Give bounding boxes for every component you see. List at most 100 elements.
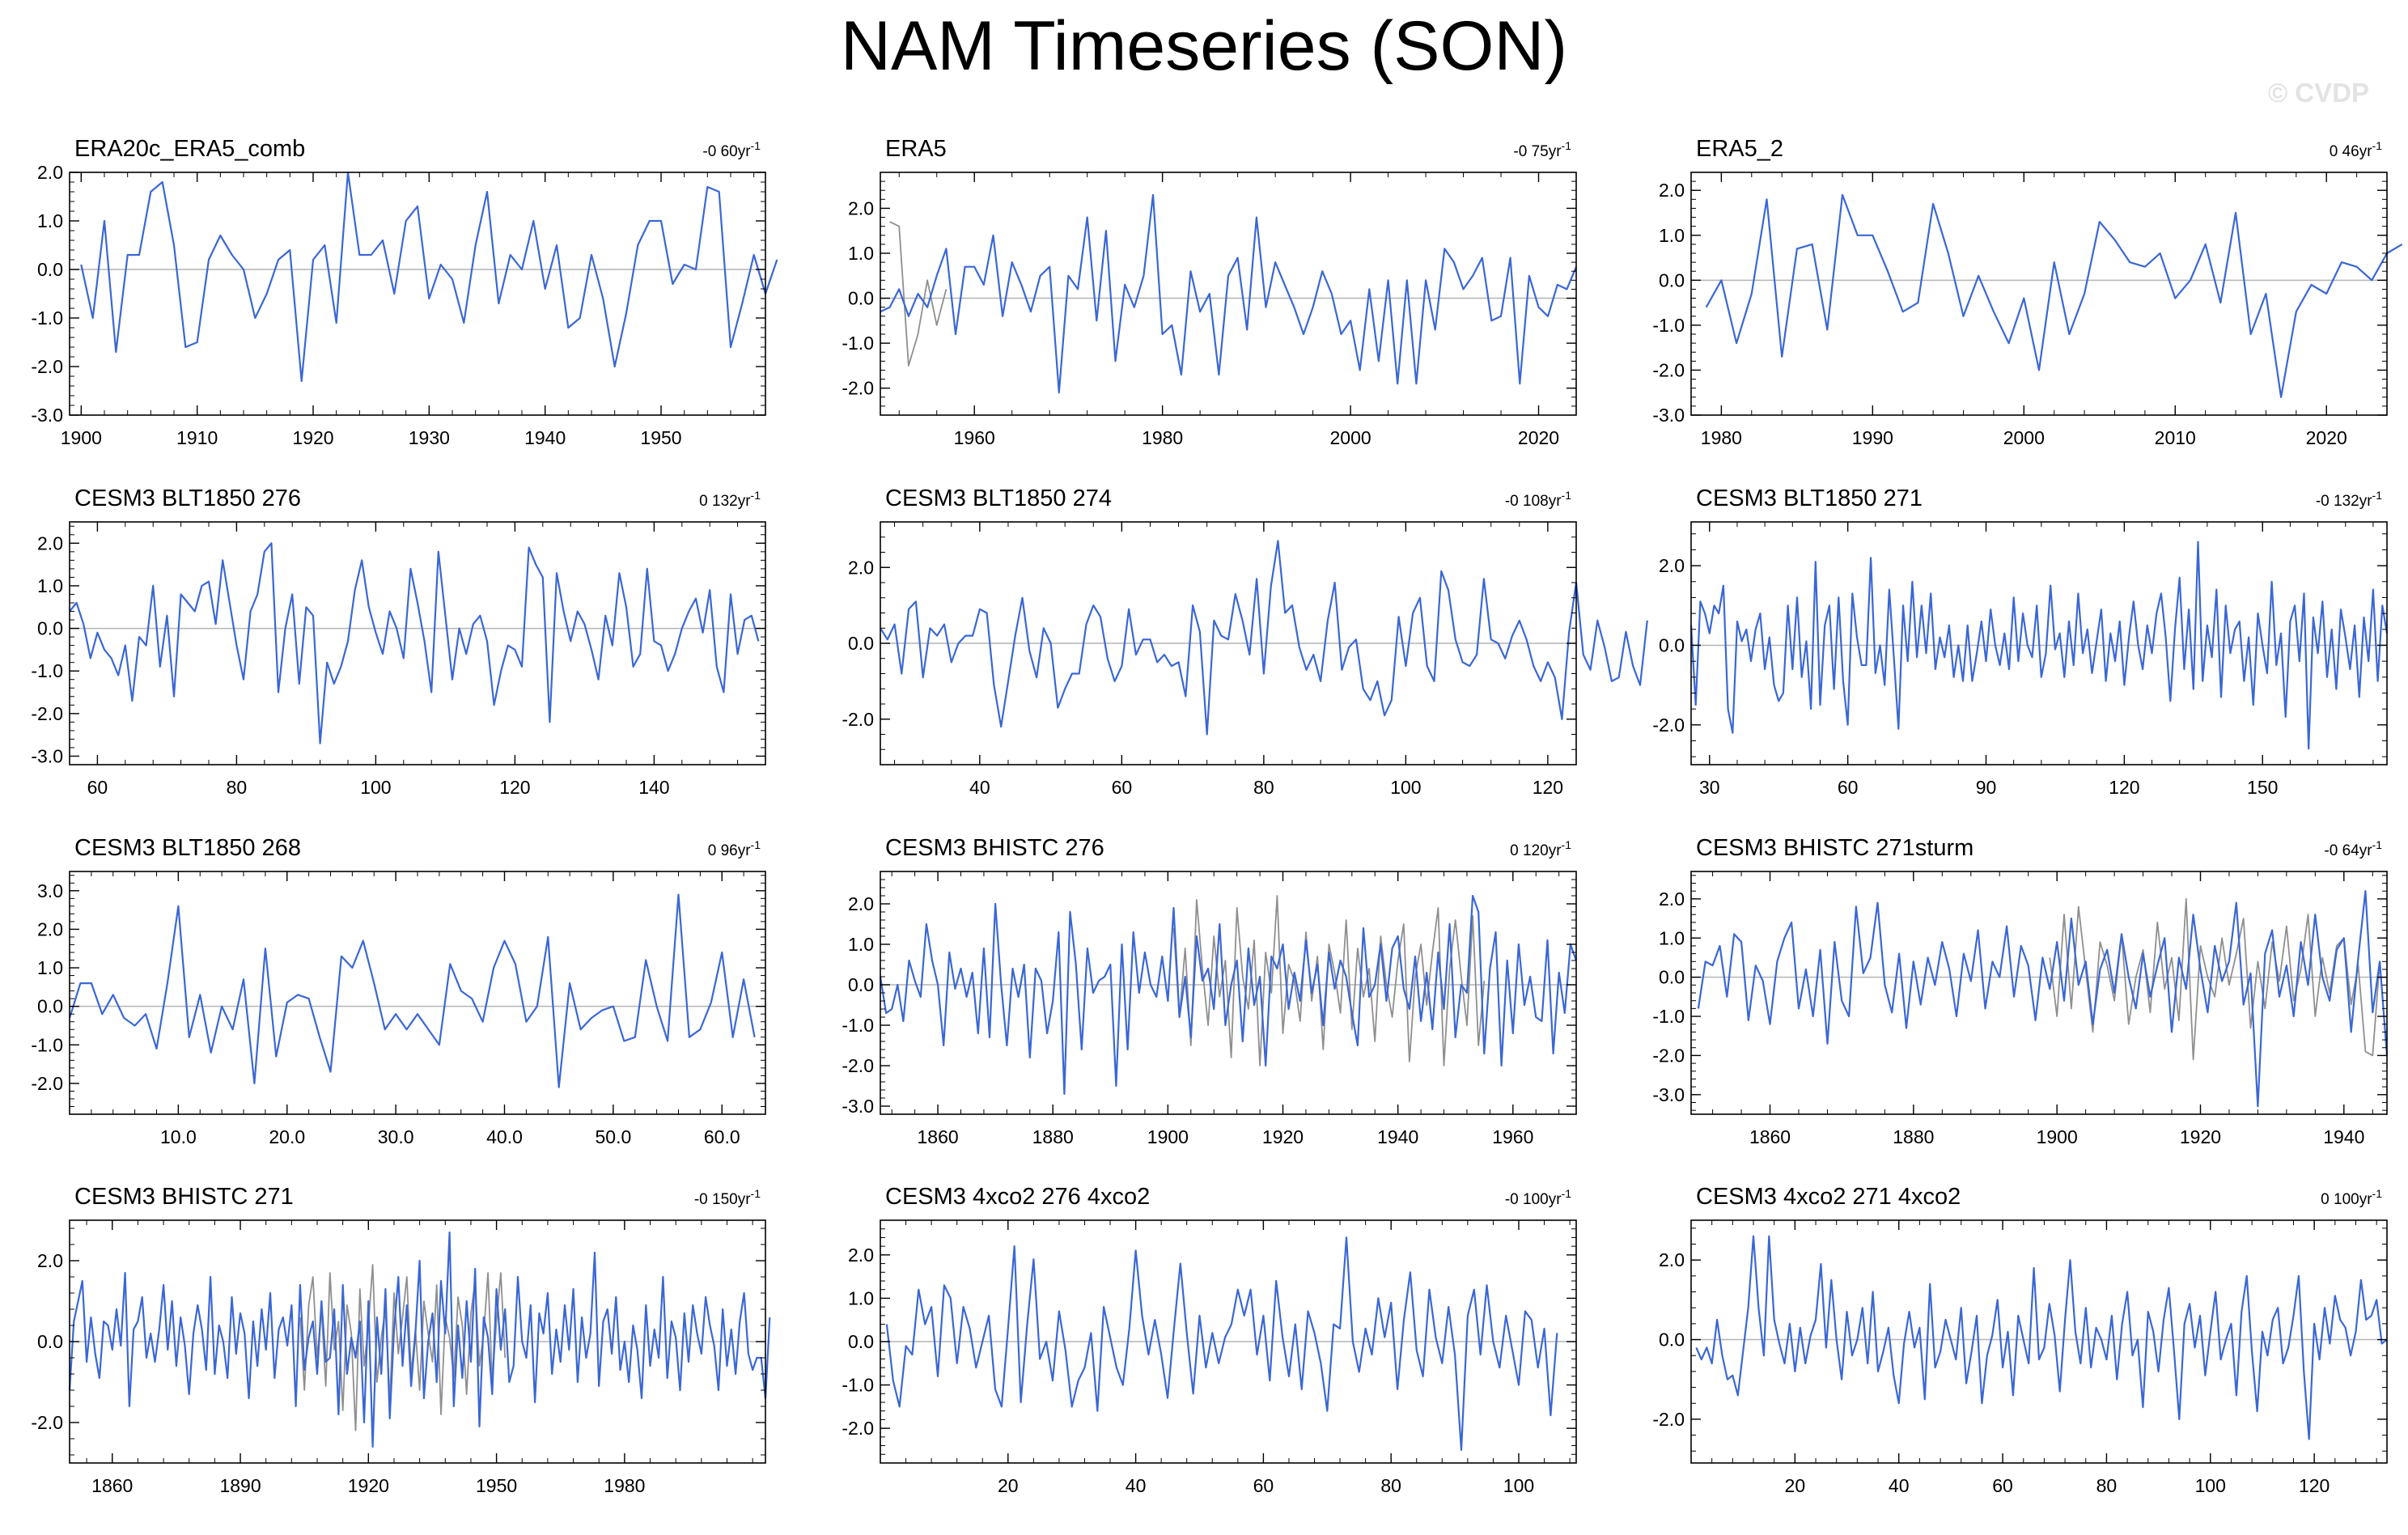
chart-panel-11: CESM3 4xco2 276 4xco2 -0 100yr-1 -2.0 -1.0 0… [842, 1184, 1577, 1496]
y-tick-label: 0.0 [37, 1331, 63, 1352]
chart-title: ERA5 [885, 136, 947, 162]
trend-label: -0 100yr-1 [1505, 1187, 1571, 1208]
y-tick-label: -2.0 [1652, 714, 1685, 736]
watermark: © CVDP [2267, 78, 2369, 108]
y-tick-label: 0.0 [37, 996, 63, 1017]
x-tick-label: 120 [1533, 777, 1563, 798]
x-tick-label: 80 [1253, 777, 1274, 798]
plot-frame [1690, 1219, 2388, 1464]
x-tick-label: 2020 [1518, 427, 1559, 448]
x-tick-label: 80 [227, 777, 248, 798]
trend-unit-exponent: -1 [1562, 489, 1572, 502]
x-tick-label: 1940 [524, 427, 566, 448]
x-tick-label: 1860 [1749, 1126, 1791, 1147]
y-tick-label: -2.0 [842, 709, 874, 730]
y-tick-label: 0.0 [1659, 269, 1685, 290]
trend-label: 0 132yr-1 [699, 489, 761, 510]
trend-label: -0 75yr-1 [1513, 139, 1571, 160]
series-line [1705, 193, 2403, 398]
chart-panel-12: CESM3 4xco2 271 4xco2 0 100yr-1 -2.0 0.0 2.0… [1652, 1184, 2388, 1496]
chart-title: CESM3 BLT1850 274 [885, 486, 1112, 511]
x-tick-label: 60 [1838, 777, 1859, 798]
series-line [1697, 890, 2389, 1108]
y-tick-label: 2.0 [848, 557, 874, 578]
y-tick-label: -2.0 [842, 1418, 874, 1439]
trend-value: 0 46yr [2330, 143, 2372, 160]
y-tick-label: 2.0 [37, 918, 63, 939]
chart-panel-7: CESM3 BLT1850 268 0 96yr-1 -2.0 -1.0 0.0 1.0 2… [31, 835, 766, 1147]
y-tick-label: 2.0 [1659, 888, 1685, 910]
x-tick-label: 1950 [640, 427, 681, 448]
x-tick-label: 120 [2109, 777, 2139, 798]
plot-frame [69, 521, 766, 765]
chart-panel-1: ERA20c_ERA5_comb -0 60yr-1 -3.0 -2.0 -1.0 0.0… [31, 136, 778, 448]
trend-unit-exponent: -1 [2372, 838, 2383, 851]
chart-panel-5: CESM3 BLT1850 274 -0 108yr-1 -2.0 0.0 2.0 40 6… [842, 486, 1648, 798]
y-tick-label: 0.0 [37, 618, 63, 639]
series-line [68, 893, 756, 1088]
series-line [1695, 1235, 2388, 1440]
x-tick-label: 120 [499, 777, 530, 798]
plot-frame [1690, 521, 2388, 765]
trend-label: -0 132yr-1 [2316, 489, 2382, 510]
x-tick-label: 80 [1380, 1475, 1401, 1496]
y-tick-label: -2.0 [31, 1073, 63, 1094]
plot-frame [69, 172, 766, 416]
series-line [879, 894, 1578, 1096]
x-tick-label: 100 [2195, 1475, 2226, 1496]
trend-value: -0 100yr [1505, 1191, 1562, 1208]
x-tick-label: 1910 [176, 427, 218, 448]
trend-unit-exponent: -1 [751, 1187, 761, 1200]
y-tick-label: 1.0 [848, 243, 874, 264]
trend-value: -0 150yr [694, 1191, 751, 1208]
trend-label: -0 150yr-1 [694, 1187, 761, 1208]
series-line [885, 1236, 1558, 1452]
chart-panel-8: CESM3 BHISTC 276 0 120yr-1 -3.0 -2.0 -1.0 0.0… [842, 835, 1578, 1147]
chart-panel-9: CESM3 BHISTC 271sturm -0 64yr-1 -3.0 -2.0 -1… [1652, 835, 2389, 1147]
y-tick-label: 2.0 [37, 162, 63, 183]
trend-label: -0 60yr-1 [702, 139, 761, 160]
y-tick-label: 2.0 [848, 197, 874, 218]
y-tick-label: 1.0 [848, 934, 874, 955]
x-tick-label: 100 [360, 777, 391, 798]
trend-unit-exponent: -1 [751, 838, 761, 851]
x-tick-label: 30.0 [378, 1126, 414, 1147]
chart-title: CESM3 BLT1850 276 [74, 486, 301, 511]
x-tick-label: 60 [1112, 777, 1133, 798]
chart-panel-4: CESM3 BLT1850 276 0 132yr-1 -3.0 -2.0 -1.0 0.… [31, 486, 766, 798]
chart-title: CESM3 BHISTC 276 [885, 835, 1104, 861]
x-tick-label: 1980 [604, 1475, 645, 1496]
x-tick-label: 80 [2096, 1475, 2118, 1496]
y-tick-label: 2.0 [1659, 180, 1685, 201]
x-tick-label: 60 [1253, 1475, 1274, 1496]
y-tick-label: 0.0 [37, 259, 63, 280]
trend-value: -0 64yr [2324, 842, 2372, 859]
y-tick-label: -2.0 [1652, 1409, 1685, 1430]
x-tick-label: 2010 [2155, 427, 2196, 448]
x-tick-label: 1930 [409, 427, 450, 448]
y-tick-label: -1.0 [1652, 315, 1685, 336]
y-tick-label: 3.0 [37, 880, 63, 901]
x-tick-label: 1980 [1701, 427, 1742, 448]
trend-unit-exponent: -1 [1562, 139, 1572, 152]
y-tick-label: 0.0 [1659, 634, 1685, 655]
x-tick-label: 150 [2247, 777, 2278, 798]
trend-value: 0 100yr [2321, 1191, 2372, 1208]
x-tick-label: 50.0 [595, 1126, 631, 1147]
y-tick-label: -2.0 [1652, 1045, 1685, 1066]
y-tick-label: -1.0 [842, 1015, 874, 1036]
x-tick-label: 1940 [2323, 1126, 2364, 1147]
x-tick-label: 20 [1785, 1475, 1806, 1496]
y-tick-label: -2.0 [1652, 359, 1685, 380]
y-tick-label: -2.0 [842, 378, 874, 399]
x-tick-label: 60.0 [704, 1126, 740, 1147]
x-tick-label: 1880 [1893, 1126, 1934, 1147]
series-line [69, 542, 760, 744]
series-line [880, 193, 1578, 394]
y-tick-label: 2.0 [848, 1245, 874, 1266]
y-tick-label: 2.0 [37, 532, 63, 553]
trend-unit-exponent: -1 [2372, 1187, 2383, 1200]
y-tick-label: 0.0 [848, 974, 874, 995]
trend-label: -0 64yr-1 [2324, 838, 2382, 859]
trend-unit-exponent: -1 [751, 489, 761, 502]
